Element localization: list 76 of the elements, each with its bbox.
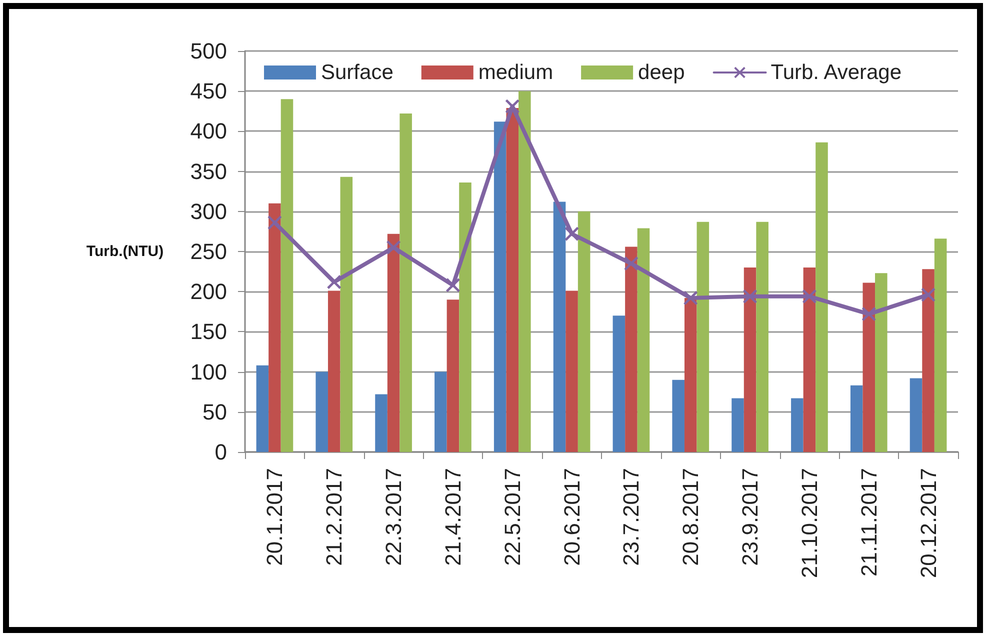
x-tick-label: 20.6.2017 bbox=[559, 468, 584, 566]
point bbox=[624, 256, 638, 271]
point bbox=[802, 289, 816, 304]
bar bbox=[803, 268, 816, 452]
x-tick-label: 23.9.2017 bbox=[738, 468, 763, 566]
bar bbox=[268, 203, 281, 452]
y-tick-label: 400 bbox=[190, 118, 227, 144]
bar bbox=[612, 316, 626, 452]
bar bbox=[494, 122, 506, 452]
bar bbox=[256, 365, 269, 452]
bar bbox=[316, 372, 328, 452]
bar bbox=[756, 222, 768, 452]
point bbox=[446, 278, 460, 292]
bar bbox=[566, 290, 578, 452]
point bbox=[921, 288, 936, 302]
bar bbox=[910, 378, 922, 452]
bar bbox=[553, 202, 566, 452]
bar bbox=[875, 273, 888, 452]
bar bbox=[506, 108, 519, 452]
bar bbox=[696, 222, 710, 452]
bar bbox=[850, 385, 863, 452]
bar bbox=[446, 300, 460, 452]
legend-label: medium bbox=[478, 61, 554, 84]
y-tick-label: 200 bbox=[190, 279, 227, 304]
x-tick-label: 21.10.2017 bbox=[796, 468, 822, 578]
legend-label: Surface bbox=[321, 61, 394, 84]
bar bbox=[684, 298, 697, 452]
bar bbox=[434, 372, 447, 452]
point bbox=[268, 216, 282, 230]
bar bbox=[672, 380, 684, 452]
bar bbox=[934, 238, 947, 452]
x-tick-label: 23.7.2017 bbox=[618, 468, 644, 566]
bar bbox=[732, 398, 744, 452]
x-tick-label: 22.3.2017 bbox=[381, 468, 406, 566]
bar bbox=[744, 268, 756, 452]
legend-label: deep bbox=[638, 61, 685, 84]
bar bbox=[816, 142, 828, 452]
y-tick-label: 50 bbox=[202, 399, 227, 424]
bar bbox=[340, 176, 353, 452]
point bbox=[684, 291, 698, 306]
y-tick-label: 150 bbox=[190, 319, 227, 344]
y-tick-label: 0 bbox=[214, 440, 227, 464]
bar bbox=[387, 234, 400, 452]
y-tick-label: 350 bbox=[190, 158, 227, 184]
x-tick-label: 20.8.2017 bbox=[678, 468, 704, 566]
x-tick-label: 20.1.2017 bbox=[262, 468, 288, 566]
bar bbox=[280, 99, 294, 452]
bar bbox=[862, 282, 876, 452]
y-tick-label: 100 bbox=[190, 359, 227, 384]
point bbox=[505, 99, 520, 114]
bar bbox=[791, 398, 804, 452]
legend-label: Turb. Average bbox=[770, 61, 902, 84]
y-tick-label: 450 bbox=[190, 78, 227, 104]
bar bbox=[922, 269, 934, 452]
point bbox=[327, 274, 342, 289]
point bbox=[862, 307, 876, 322]
x-tick-label: 22.5.2017 bbox=[500, 468, 525, 566]
bar bbox=[518, 91, 531, 452]
x-tick-label: 20.12.2017 bbox=[916, 468, 941, 578]
bar bbox=[637, 228, 650, 452]
x-tick-label: 21.11.2017 bbox=[856, 468, 882, 576]
y-tick-label: 300 bbox=[190, 198, 227, 224]
y-tick-label: 250 bbox=[190, 239, 227, 264]
point bbox=[564, 226, 579, 241]
bar bbox=[400, 114, 412, 452]
bar bbox=[625, 246, 638, 452]
bar bbox=[375, 394, 388, 452]
bar bbox=[328, 290, 340, 452]
point bbox=[386, 240, 401, 254]
y-tick-label: 500 bbox=[190, 38, 227, 64]
y-axis-title: Turb.(NTU) bbox=[86, 243, 164, 260]
x-tick-label: 21.2.2017 bbox=[322, 468, 347, 566]
bar bbox=[459, 182, 472, 452]
x-tick-label: 21.4.2017 bbox=[440, 468, 466, 566]
bar bbox=[578, 211, 590, 452]
point bbox=[743, 289, 758, 304]
